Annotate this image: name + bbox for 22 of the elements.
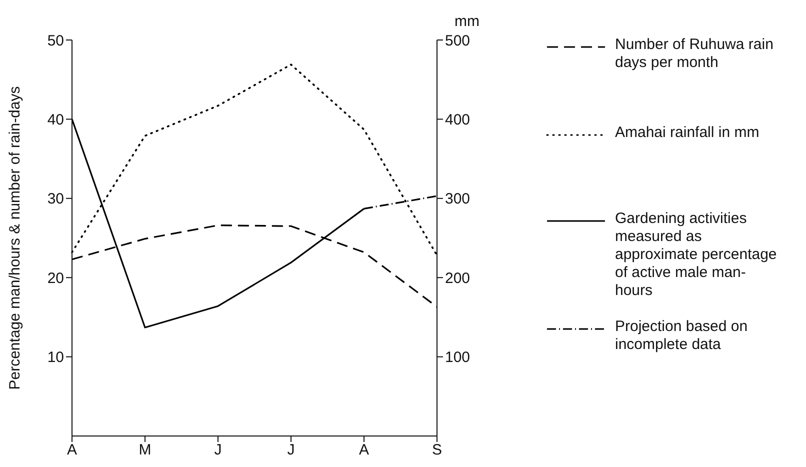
y-axis-title: Percentage man/hours & number of rain-days xyxy=(6,86,24,390)
x-tick-label: A xyxy=(66,442,78,459)
legend-label: Gardening activities measured as approximate percentage of active male man-hours xyxy=(615,210,778,300)
y2-tick-label: 100 xyxy=(445,349,470,366)
y2-axis-title: mm xyxy=(454,13,480,30)
legend-label: Amahai rainfall in mm xyxy=(615,124,760,142)
x-tick-label: S xyxy=(432,442,442,459)
y2-tick-label: 200 xyxy=(445,270,470,287)
y-tick-label: 30 xyxy=(47,190,64,208)
y-tick-label: 40 xyxy=(47,112,64,129)
legend-label: Projection based on incomplete data xyxy=(615,318,749,354)
legend-label: Number of Ruhuwa rain days per month xyxy=(615,36,774,72)
x-tick-label: M xyxy=(138,442,152,459)
x-tick-label: A xyxy=(358,442,370,459)
x-tick-label: J xyxy=(287,442,295,459)
y2-tick-label: 400 xyxy=(445,112,470,129)
y2-tick-label: 300 xyxy=(445,190,470,208)
y2-tick-label: 500 xyxy=(445,32,470,50)
y-tick-label: 10 xyxy=(47,349,64,366)
x-tick-label: J xyxy=(214,442,222,459)
y-tick-label: 20 xyxy=(47,270,64,287)
y-tick-label: 50 xyxy=(47,32,64,50)
